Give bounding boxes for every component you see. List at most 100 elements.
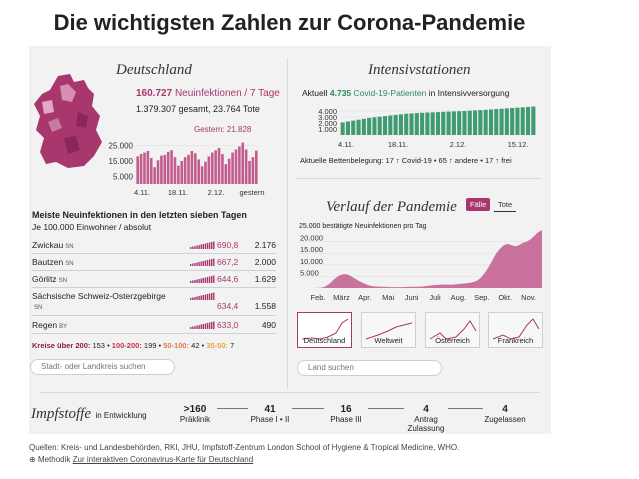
vaccine-stage: 4 Antrag Zulassung [396, 404, 456, 433]
icu-bar [340, 122, 345, 135]
cases-bar [190, 151, 194, 184]
spark-bar [190, 264, 192, 266]
y-tick-label: 15.000 [300, 245, 323, 254]
icu-bar [531, 106, 536, 135]
district-row[interactable]: Görlitz SN 644,6 1.629 [32, 274, 276, 284]
spark-bar [206, 260, 209, 266]
spark-bar [196, 325, 198, 329]
country-thumb-deutschland[interactable]: Deutschland [297, 312, 352, 348]
district-rate: 634,4 [217, 301, 239, 311]
cases-bar [173, 157, 177, 184]
country-label: Frankreich [497, 336, 534, 345]
district-name: Sächsische Schweiz-Osterzgebirge [32, 291, 166, 301]
stage-label: Präklinik [179, 415, 211, 424]
district-sparkline [190, 321, 215, 329]
icu-bar [441, 111, 446, 135]
spark-bar [200, 324, 202, 329]
spark-bar [194, 326, 196, 329]
cases-bar [214, 150, 217, 184]
icu-bar [414, 113, 419, 135]
icu-bar [425, 112, 430, 135]
y-tick-label: 3.000 [318, 113, 337, 122]
district-row[interactable]: Regen BY 633,0 490 [32, 320, 276, 330]
germany-new-infections: 160.727 Neuinfektionen / 7 Tage [136, 88, 280, 99]
icu-beds: Aktuelle Bettenbelegung: 17 ↑ Covid-19 •… [300, 156, 512, 165]
spark-bar [206, 277, 209, 283]
district-absolute: 490 [261, 320, 276, 330]
icu-line-suffix: in Intensivversorgung [428, 88, 510, 98]
germany-totals: 1.379.307 gesamt, 23.764 Tote [136, 104, 260, 114]
icu-bar [457, 111, 462, 135]
icu-bar [446, 111, 451, 135]
x-tick-label: 4.11. [134, 188, 150, 197]
cases-bar [163, 154, 167, 184]
spark-bar [213, 241, 215, 249]
icu-bar [382, 116, 388, 135]
district-state: SN [65, 244, 74, 250]
info-circle-icon: ⊕ [29, 455, 36, 464]
district-row[interactable]: Bautzen SN 667,2 2.000 [32, 257, 276, 267]
yesterday-label: Gestern: 21.828 [194, 125, 252, 134]
icu-bar [488, 109, 494, 135]
vaccines-heading: Impfstoffe in Entwicklung [31, 405, 147, 423]
spark-bar [198, 279, 200, 283]
cases-bar [255, 150, 258, 184]
germany-map[interactable] [28, 72, 108, 172]
district-absolute: 2.176 [254, 240, 276, 250]
icu-bar [462, 111, 467, 135]
row-divider [32, 270, 276, 271]
spark-bar [200, 295, 202, 300]
x-tick-label: Juli [429, 293, 441, 302]
spark-bar [211, 322, 213, 329]
x-tick-label: Aug. [451, 293, 466, 302]
footer-method: ⊕ Methodik Zur interaktiven Coronavirus-… [29, 455, 253, 464]
icu-bar [526, 106, 531, 135]
district-name: Zwickau [32, 240, 64, 250]
stage-value: >160 [183, 404, 207, 415]
stage-arrow [448, 408, 483, 409]
y-tick-label: 10.000 [300, 257, 323, 266]
country-thumb-frankreich[interactable]: Frankreich [488, 312, 543, 348]
icu-bar [515, 107, 520, 135]
cases-bar [217, 147, 221, 184]
district-row[interactable]: Zwickau SN 690,8 2.176 [32, 240, 276, 250]
spark-bar [190, 247, 192, 249]
stage-value: 4 [502, 404, 508, 415]
spark-bar [194, 280, 196, 283]
icu-bar [345, 121, 350, 135]
icu-bar [483, 109, 488, 135]
spark-bar [196, 262, 198, 266]
tab-deaths[interactable]: Tote [494, 198, 517, 212]
tab-cases[interactable]: Fälle [466, 198, 491, 211]
stage-value: 4 [423, 404, 429, 415]
vaccine-stage: 41 Phase I • II [240, 404, 300, 424]
spark-bar [213, 275, 215, 283]
cases-bar [238, 146, 241, 184]
spark-bar [204, 323, 207, 329]
district-search-input[interactable] [30, 359, 175, 375]
spark-bar [192, 297, 194, 300]
interactive-map-link[interactable]: Zur interaktiven Coronavirus-Karte für D… [72, 455, 254, 464]
country-thumb-weltweit[interactable]: Weltweit [361, 312, 416, 348]
cases-bar [204, 161, 207, 184]
spark-bar [194, 263, 196, 266]
district-name: Görlitz [32, 274, 57, 284]
icu-bar [494, 109, 499, 135]
spark-bar [202, 261, 204, 266]
district-sparkline [190, 241, 215, 249]
y-tick-label: 25.000 [109, 142, 134, 151]
cases-bar [241, 142, 245, 184]
district-absolute: 1.558 [254, 301, 276, 311]
district-row[interactable]: Sächsische Schweiz-Osterzgebirge SN 634,4 1… [32, 291, 276, 311]
x-tick-label: 18.11. [388, 140, 408, 149]
district-sparkline [190, 275, 215, 283]
country-search-input[interactable] [297, 360, 442, 376]
cases-bar [180, 161, 184, 184]
cases-bar [149, 157, 153, 184]
cases-bar [136, 156, 139, 184]
spark-bar [211, 293, 213, 300]
icu-bar [435, 112, 441, 135]
country-thumb-österreich[interactable]: Österreich [425, 312, 480, 348]
